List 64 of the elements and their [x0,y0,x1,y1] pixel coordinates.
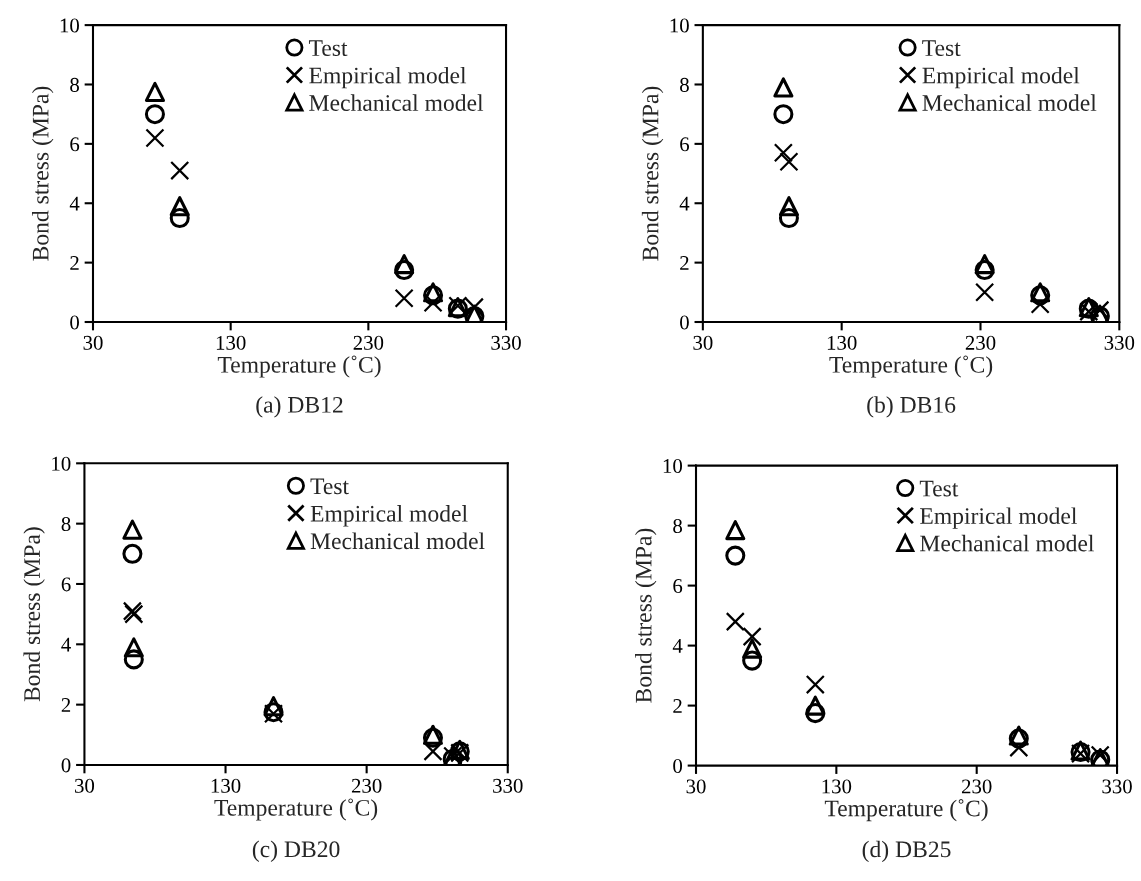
y-tick-label: 4 [672,639,683,653]
y-tick-label: 10 [663,458,683,474]
text: (d) DB25 [862,840,951,863]
legend-label: Empirical model [310,505,468,527]
y-axis-title: Bond stress (MPa) [641,86,664,261]
y-tick-label: 0 [70,315,79,330]
y-tick-label: 0 [61,758,71,773]
x-tick-label: 230 [351,778,382,793]
y-tick-label: 0 [673,758,683,774]
legend-label: Test [308,40,348,57]
x-tick-label: 30 [686,779,706,794]
y-tick-label: 8 [61,517,71,532]
y-tick-label: 6 [61,577,71,592]
legend-label: Empirical model [309,66,467,89]
y-tick-label: 8 [680,77,689,92]
x-tick-label: 130 [822,779,852,794]
y-tick-label: 2 [680,256,689,270]
y-tick-label: 2 [673,699,682,713]
y-tick-label: 4 [679,196,690,211]
x-tick-label: 30 [83,335,103,350]
y-tick-label: 6 [673,579,683,594]
x-tick-label: 230 [961,779,992,794]
y-tick-label: 6 [70,137,80,152]
y-tick-label: 10 [52,456,71,471]
text: (a) DB12 [256,396,343,418]
x-axis-title: Temperature (˚C) [217,355,381,378]
y-tick-label: 8 [673,518,683,534]
x-tick-label: 330 [1102,779,1132,794]
x-tick-label: 30 [75,778,95,793]
legend-label: Test [310,478,349,495]
text: (b) DB16 [867,396,956,418]
x-tick-label: 130 [211,778,241,793]
y-axis-title: Bond stress (MPa) [635,528,657,703]
y-tick-label: 0 [680,315,689,330]
x-tick-label: 330 [491,335,521,350]
legend-label: Mechanical model [922,94,1097,111]
legend-label: Test [922,40,961,57]
y-tick-label: 10 [670,18,689,33]
x-tick-label: 230 [965,335,996,350]
legend-label: Empirical model [922,66,1080,89]
x-tick-label: 330 [1104,335,1135,350]
legend-label: Mechanical model [309,94,484,111]
text: (c) DB20 [252,840,340,863]
y-tick-label: 10 [60,18,79,33]
x-tick-label: 130 [216,335,246,350]
legend-label: Mechanical model [310,532,485,550]
y-tick-label: 2 [70,256,79,270]
y-axis-title: Bond stress (MPa) [23,527,45,702]
x-axis-title: Temperature (˚C) [214,798,378,821]
y-tick-label: 4 [69,196,80,211]
x-tick-label: 30 [693,335,713,350]
legend-label: Empirical model [920,507,1077,529]
x-tick-label: 330 [493,778,523,793]
y-tick-label: 8 [70,77,79,92]
y-tick-label: 2 [61,698,71,712]
legend-label: Test [919,480,959,497]
x-axis-title: Temperature (˚C) [829,355,993,378]
x-axis-title: Temperature (˚C) [824,799,988,822]
y-tick-label: 4 [61,637,71,652]
y-tick-label: 6 [680,137,690,152]
y-axis-title: Bond stress (MPa) [32,86,54,261]
x-tick-label: 130 [827,335,857,350]
x-tick-label: 230 [353,335,384,350]
legend-label: Mechanical model [920,534,1094,552]
